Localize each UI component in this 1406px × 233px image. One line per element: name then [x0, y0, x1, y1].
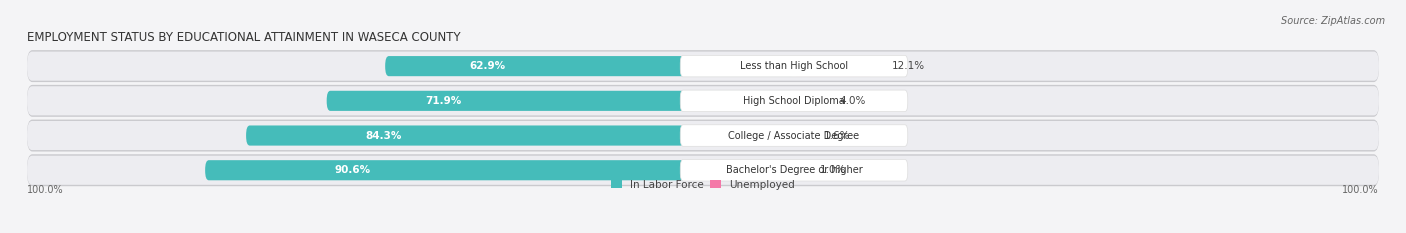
- FancyBboxPatch shape: [794, 56, 873, 76]
- Text: Bachelor's Degree or higher: Bachelor's Degree or higher: [725, 165, 862, 175]
- FancyBboxPatch shape: [681, 125, 908, 146]
- Text: 100.0%: 100.0%: [27, 185, 63, 195]
- Text: College / Associate Degree: College / Associate Degree: [728, 130, 859, 140]
- FancyBboxPatch shape: [27, 85, 1379, 117]
- FancyBboxPatch shape: [681, 159, 908, 181]
- FancyBboxPatch shape: [385, 56, 794, 76]
- Text: High School Diploma: High School Diploma: [744, 96, 845, 106]
- Text: EMPLOYMENT STATUS BY EDUCATIONAL ATTAINMENT IN WASECA COUNTY: EMPLOYMENT STATUS BY EDUCATIONAL ATTAINM…: [27, 31, 461, 44]
- FancyBboxPatch shape: [27, 154, 1379, 186]
- Text: 12.1%: 12.1%: [893, 61, 925, 71]
- FancyBboxPatch shape: [27, 50, 1379, 82]
- Text: 1.6%: 1.6%: [824, 130, 851, 140]
- Text: 90.6%: 90.6%: [335, 165, 370, 175]
- FancyBboxPatch shape: [27, 86, 1379, 115]
- FancyBboxPatch shape: [794, 126, 804, 146]
- FancyBboxPatch shape: [681, 55, 908, 77]
- FancyBboxPatch shape: [326, 91, 794, 111]
- FancyBboxPatch shape: [27, 156, 1379, 185]
- Legend: In Labor Force, Unemployed: In Labor Force, Unemployed: [607, 176, 799, 194]
- FancyBboxPatch shape: [681, 90, 908, 112]
- FancyBboxPatch shape: [27, 121, 1379, 150]
- Text: 84.3%: 84.3%: [366, 130, 401, 140]
- Text: 4.0%: 4.0%: [839, 96, 866, 106]
- Text: 71.9%: 71.9%: [426, 96, 461, 106]
- Text: Source: ZipAtlas.com: Source: ZipAtlas.com: [1281, 16, 1385, 26]
- FancyBboxPatch shape: [794, 91, 820, 111]
- FancyBboxPatch shape: [27, 120, 1379, 151]
- FancyBboxPatch shape: [246, 126, 794, 146]
- FancyBboxPatch shape: [794, 160, 800, 180]
- Text: 100.0%: 100.0%: [1343, 185, 1379, 195]
- FancyBboxPatch shape: [27, 51, 1379, 81]
- Text: Less than High School: Less than High School: [740, 61, 848, 71]
- Text: 62.9%: 62.9%: [470, 61, 505, 71]
- FancyBboxPatch shape: [205, 160, 794, 180]
- Text: 1.0%: 1.0%: [820, 165, 846, 175]
